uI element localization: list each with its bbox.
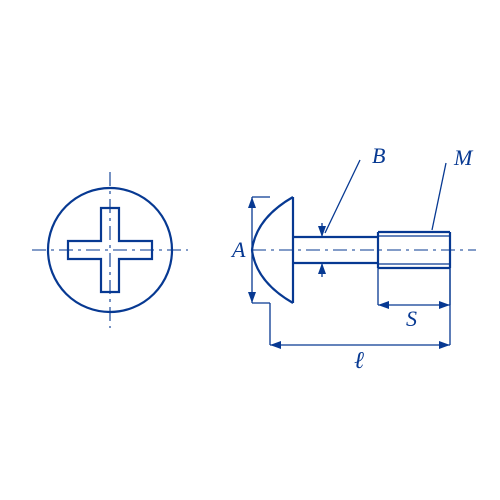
arrowhead bbox=[270, 341, 281, 349]
technical-drawing: A B M Sℓ bbox=[0, 0, 500, 500]
leader-M bbox=[432, 163, 446, 230]
arrowhead bbox=[439, 341, 450, 349]
dim-label: S bbox=[406, 306, 417, 331]
arrowhead bbox=[248, 292, 256, 303]
dim-label: M bbox=[453, 145, 474, 170]
dim-label: B bbox=[372, 143, 385, 168]
leader-B bbox=[325, 160, 360, 233]
arrowhead bbox=[439, 301, 450, 309]
arrowhead bbox=[378, 301, 389, 309]
arrowhead bbox=[248, 197, 256, 208]
front-view bbox=[32, 172, 188, 328]
side-view bbox=[252, 197, 476, 303]
dim-label: ℓ bbox=[354, 348, 364, 374]
dim-label: A bbox=[230, 237, 246, 262]
